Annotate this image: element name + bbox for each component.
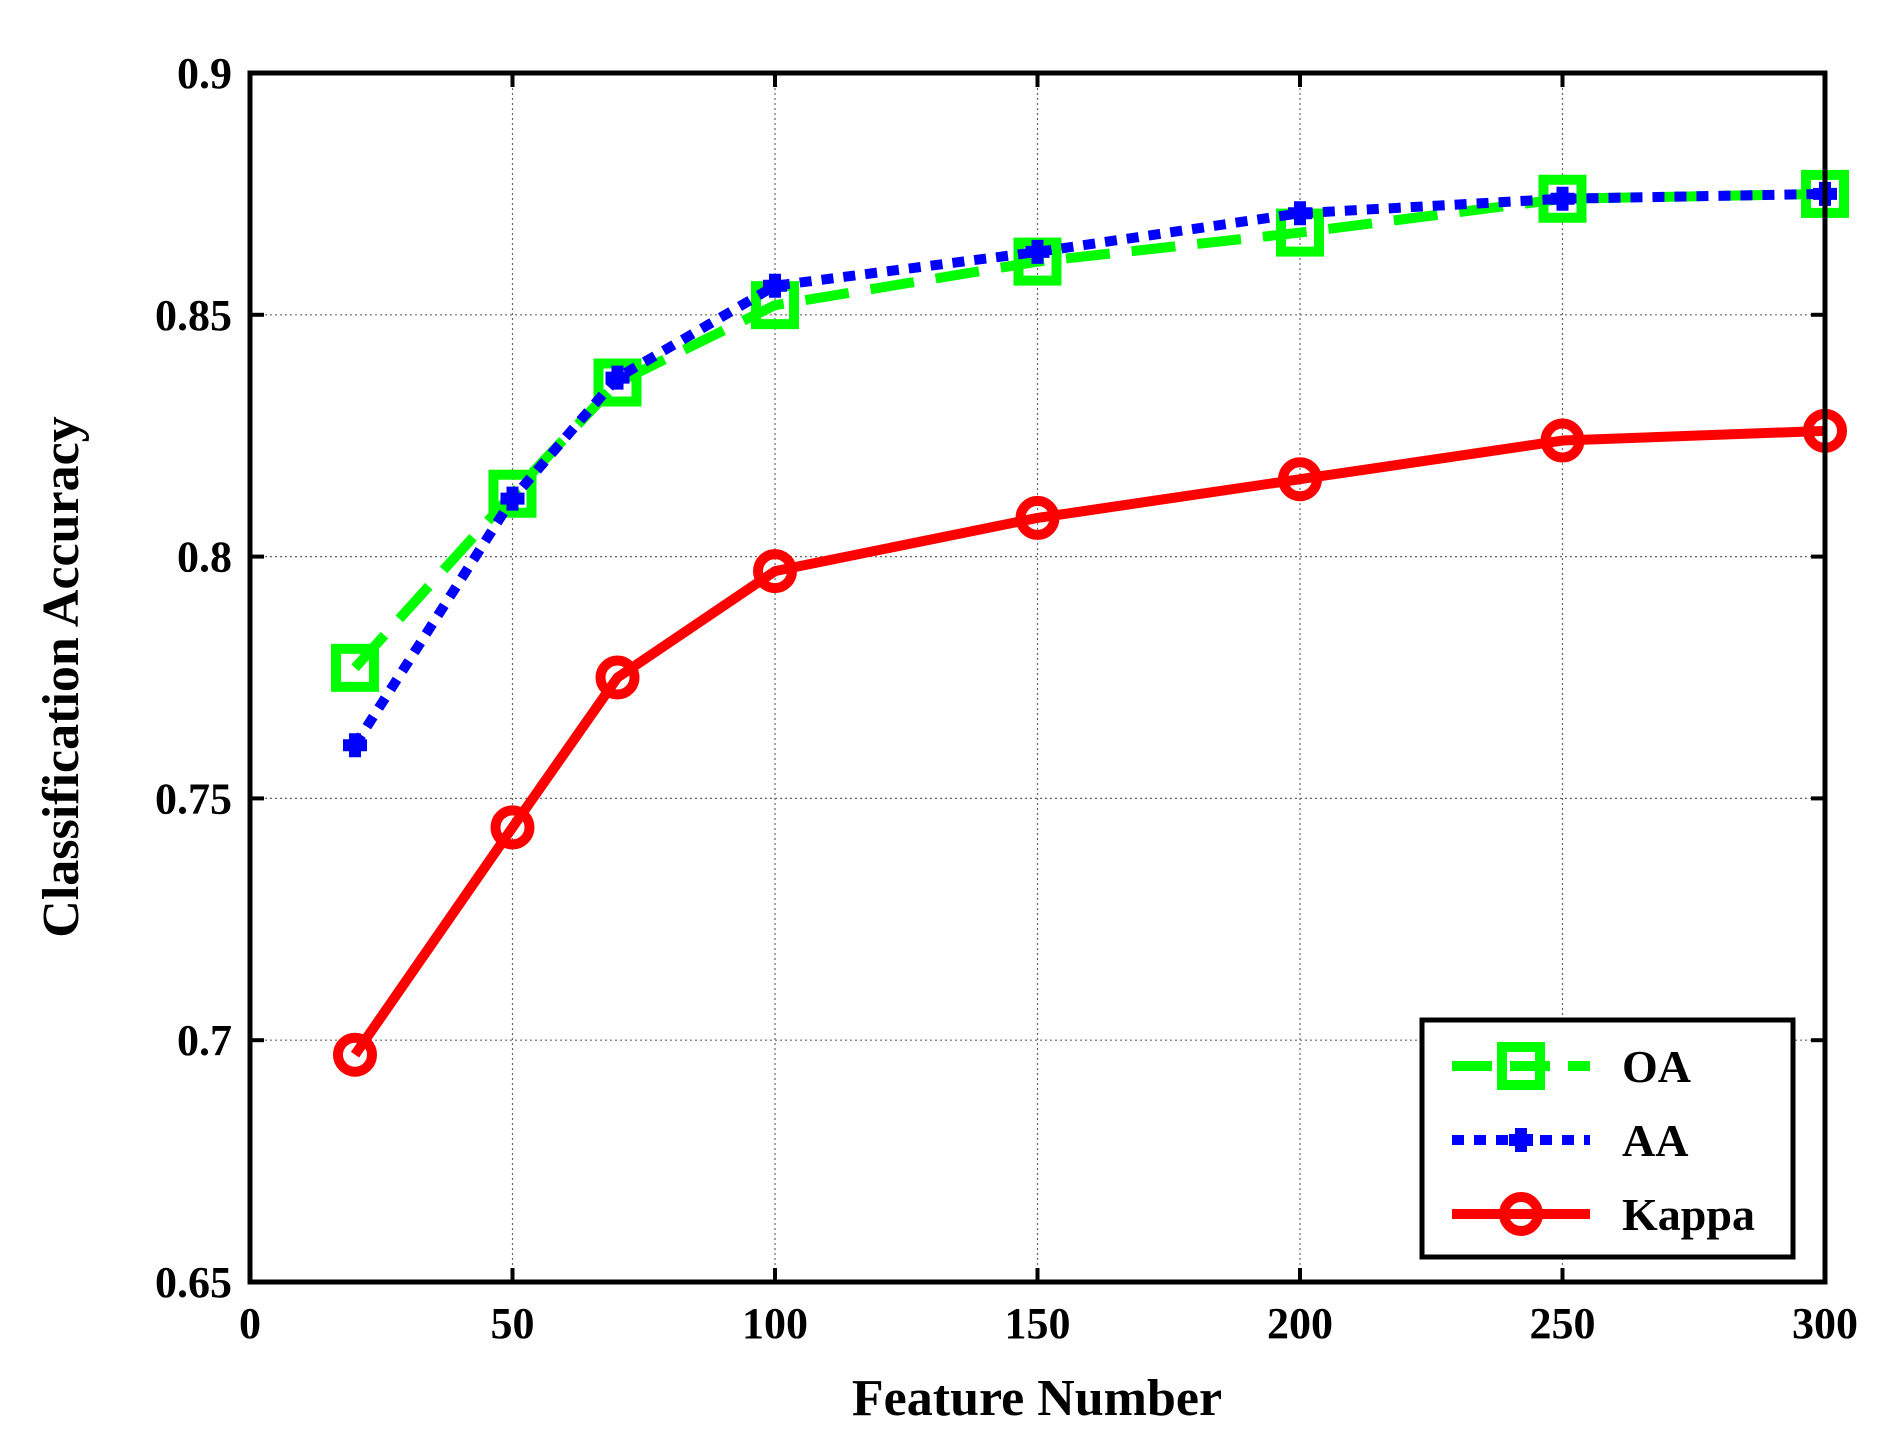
data-point-aa bbox=[605, 365, 630, 390]
data-point-aa bbox=[763, 273, 787, 298]
legend-marker-aa bbox=[1509, 1128, 1533, 1152]
data-point-kappa bbox=[490, 805, 535, 850]
data-point-aa bbox=[1025, 239, 1050, 264]
y-tick-label: 0.8 bbox=[177, 533, 232, 582]
x-tick-label: 0 bbox=[239, 1299, 261, 1348]
series-layer bbox=[331, 169, 1849, 1077]
legend-label-kappa: Kappa bbox=[1622, 1189, 1755, 1240]
data-point-kappa bbox=[595, 655, 640, 700]
legend-label-aa: AA bbox=[1622, 1115, 1688, 1166]
series-line-aa bbox=[350, 188, 1826, 748]
ticks: 0 50 100 150 200 250 300 0.65 0.7 0.75 0.8 0.85 0.9 bbox=[155, 49, 1858, 1348]
data-point-kappa bbox=[753, 549, 797, 594]
legend-marker-kappa bbox=[1499, 1192, 1543, 1236]
data-point-kappa bbox=[333, 1032, 377, 1077]
data-point-oa bbox=[593, 358, 642, 407]
data-point-kappa bbox=[1015, 495, 1060, 540]
data-point-oa bbox=[331, 643, 379, 692]
legend-marker-oa bbox=[1497, 1042, 1545, 1090]
x-tick-label: 150 bbox=[1005, 1299, 1071, 1348]
data-point-oa bbox=[488, 469, 537, 518]
data-point-kappa bbox=[1278, 457, 1322, 502]
x-tick-label: 250 bbox=[1530, 1299, 1596, 1348]
data-point-aa bbox=[343, 733, 367, 758]
x-tick-label: 50 bbox=[491, 1299, 535, 1348]
x-tick-label: 100 bbox=[742, 1299, 808, 1348]
y-tick-label: 0.7 bbox=[177, 1016, 232, 1065]
x-tick-label: 200 bbox=[1267, 1299, 1333, 1348]
legend: OA AA Kappa bbox=[1419, 1017, 1796, 1260]
legend-item-oa: OA bbox=[1452, 1041, 1691, 1092]
data-point-aa bbox=[1550, 186, 1575, 211]
legend-item-aa: AA bbox=[1452, 1115, 1688, 1166]
data-point-aa bbox=[500, 486, 525, 511]
legend-label-oa: OA bbox=[1622, 1041, 1691, 1092]
y-tick-label: 0.65 bbox=[155, 1258, 232, 1307]
data-point-kappa bbox=[1540, 418, 1585, 463]
legend-item-kappa: Kappa bbox=[1452, 1189, 1755, 1240]
y-tick-label: 0.9 bbox=[177, 49, 232, 98]
series-kappa bbox=[333, 408, 1847, 1077]
x-tick-label: 300 bbox=[1792, 1299, 1858, 1348]
data-point-aa bbox=[1288, 201, 1312, 226]
y-tick-label: 0.85 bbox=[155, 291, 232, 340]
series-line-oa bbox=[351, 188, 1826, 672]
series-line-kappa bbox=[350, 425, 1826, 1058]
y-axis-title: Classification Accuracy bbox=[33, 416, 90, 937]
x-axis-title: Feature Number bbox=[852, 1370, 1222, 1427]
y-tick-label: 0.75 bbox=[155, 774, 232, 823]
